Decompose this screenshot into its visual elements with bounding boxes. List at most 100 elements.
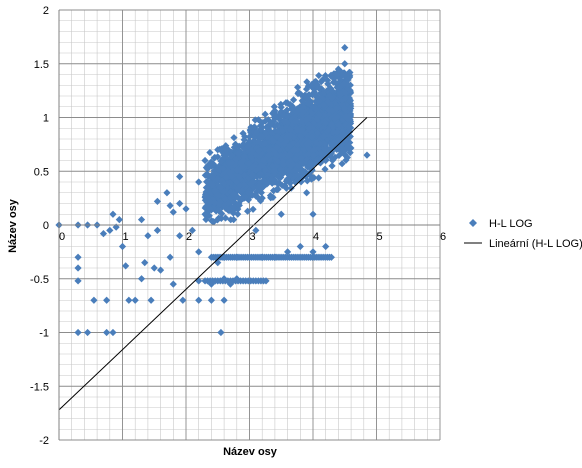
data-point (287, 184, 295, 192)
data-point (195, 248, 203, 256)
data-point (330, 109, 338, 117)
axes (58, 10, 440, 440)
data-point (280, 140, 288, 148)
data-point (313, 129, 322, 137)
data-point (206, 148, 214, 157)
data-point (141, 259, 149, 267)
legend: H-L LOG Lineární (H-L LOG) (464, 218, 582, 250)
legend-label-trendline: Lineární (H-L LOG) (489, 238, 582, 250)
data-point (305, 125, 313, 133)
data-point (176, 173, 184, 181)
x-tick-label: 3 (249, 231, 255, 243)
data-point (144, 232, 152, 240)
legend-marker-diamond (469, 219, 477, 227)
data-point (216, 198, 224, 206)
data-point (324, 80, 332, 88)
data-point (317, 77, 325, 86)
data-point (209, 181, 217, 189)
data-point (264, 151, 273, 159)
data-point (297, 154, 305, 162)
data-point (230, 134, 238, 142)
data-point (219, 188, 227, 196)
data-point (244, 142, 252, 151)
data-point (201, 156, 209, 165)
x-tick-label: 1 (122, 231, 128, 243)
data-point (249, 205, 257, 213)
data-point (277, 165, 285, 174)
data-point (303, 177, 311, 185)
data-point (207, 162, 215, 170)
data-point (131, 296, 139, 304)
data-point (320, 140, 329, 148)
x-axis-title: Název osy (223, 446, 278, 458)
data-point (233, 275, 241, 283)
data-point (220, 179, 228, 187)
data-point (245, 133, 253, 141)
data-point (337, 90, 345, 98)
data-point (166, 253, 174, 261)
data-point (343, 144, 352, 152)
data-point (267, 120, 275, 128)
data-point (297, 165, 305, 173)
y-tick-label: -0.5 (30, 274, 49, 286)
data-point (286, 172, 294, 180)
data-point (324, 126, 332, 134)
data-point (166, 202, 174, 210)
data-point (289, 173, 297, 182)
data-point (302, 116, 310, 124)
data-point (248, 178, 257, 186)
data-point (252, 128, 260, 136)
data-point (90, 296, 98, 304)
x-tick-label: 2 (186, 231, 192, 243)
data-point (226, 280, 235, 288)
data-point (290, 133, 298, 141)
data-point (302, 155, 311, 163)
data-point (207, 280, 215, 288)
x-tick-label: 6 (440, 231, 446, 243)
data-point (310, 151, 318, 159)
data-point (259, 183, 267, 191)
data-point (274, 180, 282, 188)
data-point (188, 226, 196, 234)
data-point (280, 161, 288, 169)
data-point (214, 146, 222, 154)
data-point (316, 149, 324, 157)
data-point (251, 116, 259, 124)
data-point (210, 218, 218, 226)
data-point (74, 328, 82, 337)
data-point (279, 111, 288, 119)
data-point (169, 280, 177, 288)
data-point (304, 144, 312, 152)
data-point (74, 277, 82, 285)
data-point (248, 171, 256, 179)
data-point (274, 157, 282, 165)
data-point (308, 173, 316, 181)
data-point (195, 178, 203, 186)
data-point (245, 253, 254, 261)
data-point (347, 144, 355, 152)
data-point (245, 160, 253, 168)
data-point (258, 119, 266, 127)
data-point (271, 178, 279, 186)
data-point (333, 128, 341, 136)
data-point (216, 183, 225, 191)
data-point (261, 110, 269, 118)
data-point (221, 195, 229, 203)
data-point (283, 112, 291, 121)
data-point (182, 205, 190, 213)
data-point (299, 108, 308, 116)
data-point (202, 192, 210, 200)
data-point (305, 150, 313, 158)
data-point (217, 328, 225, 337)
data-point (234, 149, 243, 158)
data-point (345, 122, 353, 131)
data-point (233, 178, 241, 186)
data-point (304, 163, 312, 171)
data-point (211, 153, 219, 162)
data-point (214, 206, 223, 214)
data-point (342, 156, 350, 164)
data-point (118, 242, 127, 251)
data-point (300, 145, 308, 153)
data-point (228, 152, 236, 160)
